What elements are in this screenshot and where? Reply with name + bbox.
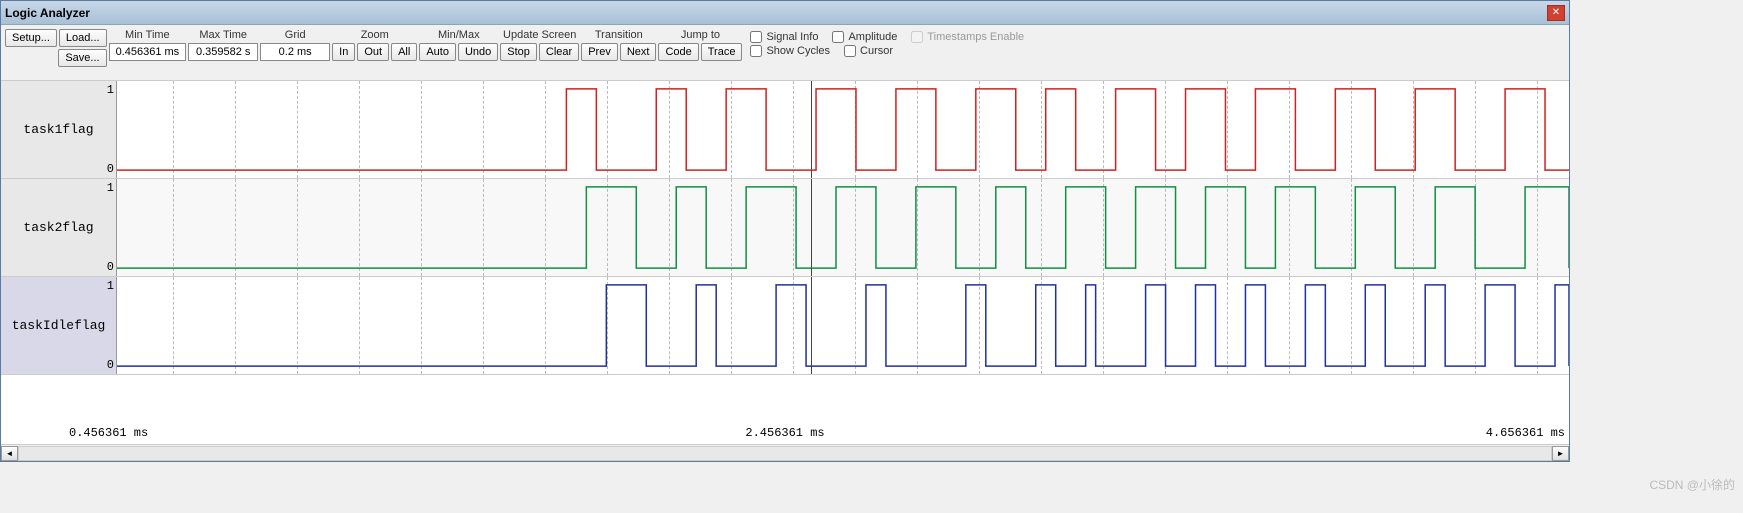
- zoom-out-button[interactable]: Out: [357, 43, 389, 61]
- time-center-label: 2.456361 ms: [745, 426, 824, 440]
- grid-value: 0.2 ms: [260, 43, 330, 61]
- amplitude-check[interactable]: Amplitude: [832, 31, 897, 43]
- zoom-all-button[interactable]: All: [391, 43, 417, 61]
- transition-label: Transition: [595, 29, 643, 41]
- jump-trace-button[interactable]: Trace: [701, 43, 743, 61]
- signal-plot[interactable]: [117, 277, 1569, 374]
- show-cycles-check[interactable]: Show Cycles: [750, 45, 830, 57]
- signal-plot[interactable]: [117, 81, 1569, 178]
- min-time-label: Min Time: [125, 29, 170, 41]
- time-right-label: 4.656361 ms: [1486, 426, 1565, 440]
- jump-code-button[interactable]: Code: [658, 43, 698, 61]
- minmax-undo-button[interactable]: Undo: [458, 43, 498, 61]
- signal-name-label: taskIdleflag10: [1, 277, 117, 374]
- titlebar: Logic Analyzer ✕: [1, 1, 1569, 25]
- update-label: Update Screen: [503, 29, 576, 41]
- minmax-label: Min/Max: [438, 29, 480, 41]
- cursor-check[interactable]: Cursor: [844, 45, 893, 57]
- window-title: Logic Analyzer: [5, 6, 1547, 20]
- signal-name-label: task1flag10: [1, 81, 117, 178]
- signal-row: task1flag10: [1, 81, 1569, 179]
- update-clear-button[interactable]: Clear: [539, 43, 579, 61]
- watermark: CSDN @小徐的: [1649, 476, 1735, 493]
- setup-button[interactable]: Setup...: [5, 29, 57, 47]
- timestamps-check: Timestamps Enable: [911, 31, 1024, 43]
- min-time-value: 0.456361 ms: [109, 43, 187, 61]
- toolbar: Setup... Load... Save... Min Time 0.4563…: [1, 25, 1569, 81]
- grid-label: Grid: [285, 29, 306, 41]
- time-left-label: 0.456361 ms: [69, 426, 148, 440]
- signal-plot[interactable]: [117, 179, 1569, 276]
- horizontal-scrollbar[interactable]: ◄ ►: [1, 444, 1569, 461]
- scroll-track[interactable]: [18, 446, 1552, 461]
- transition-prev-button[interactable]: Prev: [581, 43, 618, 61]
- max-time-value: 0.359582 s: [188, 43, 258, 61]
- update-stop-button[interactable]: Stop: [500, 43, 537, 61]
- waveform-area: task1flag10task2flag10taskIdleflag10: [1, 81, 1569, 426]
- signal-row: task2flag10: [1, 179, 1569, 277]
- scroll-right-icon[interactable]: ►: [1552, 446, 1569, 461]
- scroll-left-icon[interactable]: ◄: [1, 446, 18, 461]
- signal-name-label: task2flag10: [1, 179, 117, 276]
- zoom-in-button[interactable]: In: [332, 43, 355, 61]
- signal-row: taskIdleflag10: [1, 277, 1569, 375]
- max-time-label: Max Time: [199, 29, 247, 41]
- load-button[interactable]: Load...: [59, 29, 107, 47]
- zoom-label: Zoom: [361, 29, 389, 41]
- minmax-auto-button[interactable]: Auto: [419, 43, 456, 61]
- save-button[interactable]: Save...: [58, 49, 106, 67]
- close-icon[interactable]: ✕: [1547, 5, 1565, 21]
- jump-label: Jump to: [681, 29, 720, 41]
- logic-analyzer-window: Logic Analyzer ✕ Setup... Load... Save..…: [0, 0, 1570, 462]
- signal-info-check[interactable]: Signal Info: [750, 31, 818, 43]
- transition-next-button[interactable]: Next: [620, 43, 657, 61]
- time-axis: 0.456361 ms 2.456361 ms 4.656361 ms: [1, 426, 1569, 444]
- options-checks: Signal Info Amplitude Timestamps Enable …: [744, 29, 1030, 59]
